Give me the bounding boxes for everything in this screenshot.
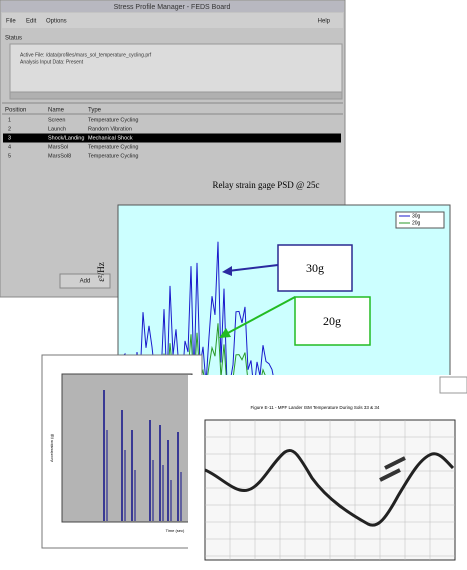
- row-cell[interactable]: MarsSol8: [48, 153, 71, 159]
- menu-item[interactable]: Options: [46, 19, 67, 25]
- y-axis-label: ε²/Hz: [96, 262, 106, 281]
- row-cell[interactable]: Screen: [48, 117, 65, 123]
- window-title: Stress Profile Manager - FEDS Board: [114, 4, 231, 11]
- row-cell[interactable]: 5: [8, 153, 11, 159]
- callout-label: 30g: [306, 261, 324, 275]
- x-axis-label: Time (sec): [166, 528, 185, 533]
- legend: [440, 377, 467, 393]
- status-text: Active File: /data/profiles/mars_sol_tem…: [20, 52, 152, 58]
- legend-label: 30g: [412, 213, 421, 219]
- status-area: [10, 44, 342, 92]
- figure-caption: Relay strain gage PSD @ 25c: [212, 180, 319, 190]
- button-label[interactable]: Add: [80, 279, 91, 285]
- menu-item[interactable]: File: [6, 19, 16, 25]
- row-cell[interactable]: Shock/Landing: [48, 135, 84, 141]
- column-header: Name: [48, 108, 65, 114]
- callout-label: 20g: [323, 314, 341, 328]
- row-cell[interactable]: 1: [8, 117, 11, 123]
- status-text: Analysis Input Data: Present: [20, 59, 84, 65]
- temp-figure: Figure E-11 - MPF Lander ISM Temperature…: [188, 375, 467, 570]
- collage: Stress Profile Manager - FEDS Board File…: [0, 0, 467, 570]
- column-header: Type: [88, 108, 102, 114]
- row-cell[interactable]: Temperature Cycling: [88, 153, 138, 159]
- menu-item[interactable]: Help: [318, 19, 331, 25]
- row-cell[interactable]: Mechanical Shock: [88, 135, 133, 141]
- scrollbar[interactable]: [10, 92, 342, 99]
- column-header: Position: [5, 108, 26, 114]
- page: {"window": {"title": "Stress Profile Man…: [0, 0, 467, 570]
- y-axis-label: Acceleration (g): [49, 433, 54, 462]
- row-cell[interactable]: Launch: [48, 126, 66, 132]
- plot-area: [62, 374, 192, 522]
- row-cell[interactable]: Temperature Cycling: [88, 144, 138, 150]
- figure-title: Figure E-11 - MPF Lander ISM Temperature…: [251, 405, 380, 410]
- row-cell[interactable]: Random Vibration: [88, 126, 132, 132]
- menu-item[interactable]: Edit: [26, 19, 37, 25]
- row-cell[interactable]: Temperature Cycling: [88, 117, 138, 123]
- row-cell[interactable]: MarsSol: [48, 144, 68, 150]
- accel-figure: Acceleration (g) Time (sec): [42, 355, 202, 548]
- row-cell[interactable]: 4: [8, 144, 11, 150]
- row-cell[interactable]: 3: [8, 135, 11, 141]
- row-cell[interactable]: 2: [8, 126, 11, 132]
- status-label: Status: [5, 36, 22, 42]
- legend-label: 20g: [412, 220, 421, 226]
